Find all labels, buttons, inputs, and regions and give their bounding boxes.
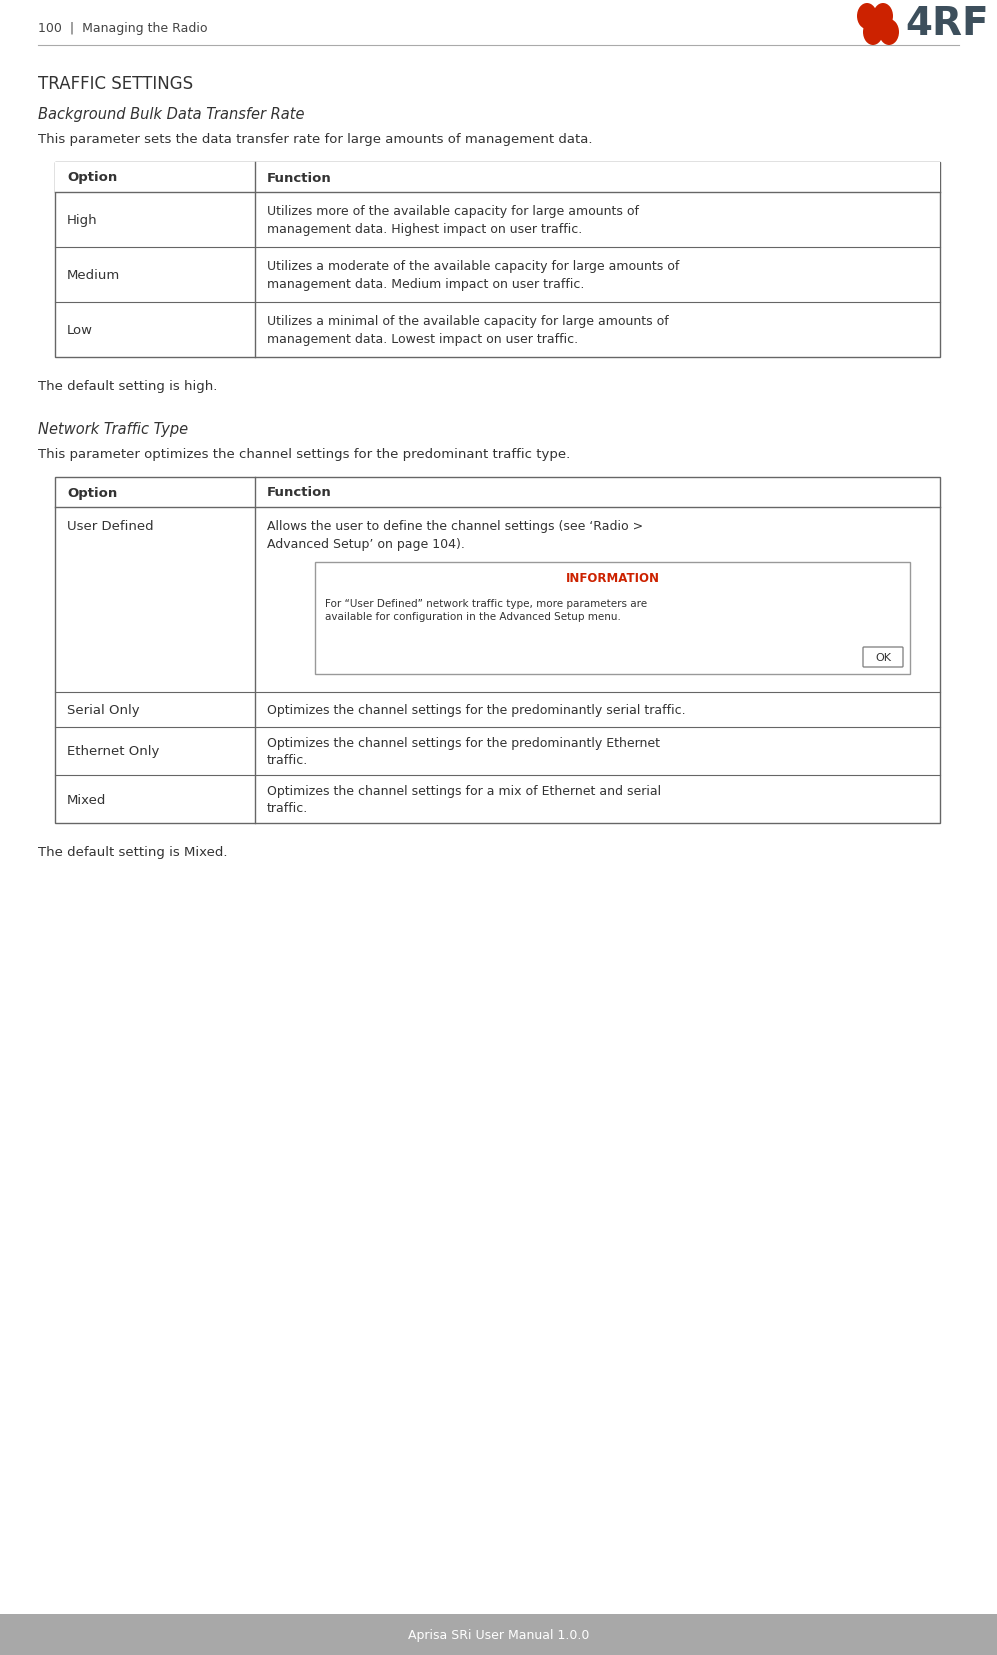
Text: Function: Function	[267, 487, 332, 500]
Text: Utilizes more of the available capacity for large amounts of
management data. Hi: Utilizes more of the available capacity …	[267, 205, 639, 237]
Text: Background Bulk Data Transfer Rate: Background Bulk Data Transfer Rate	[38, 108, 304, 122]
Text: Optimizes the channel settings for the predominantly serial traffic.: Optimizes the channel settings for the p…	[267, 703, 686, 717]
Text: High: High	[67, 213, 98, 227]
Text: This parameter sets the data transfer rate for large amounts of management data.: This parameter sets the data transfer ra…	[38, 132, 592, 146]
Text: 100  |  Managing the Radio: 100 | Managing the Radio	[38, 22, 207, 35]
Text: Mixed: Mixed	[67, 793, 107, 806]
Bar	[315, 563, 910, 675]
Text: Medium: Medium	[67, 268, 121, 281]
Text: User Defined: User Defined	[67, 520, 154, 533]
Text: Function: Function	[267, 172, 332, 184]
Text: Optimizes the channel settings for a mix of Ethernet and serial
traffic.: Optimizes the channel settings for a mix…	[267, 784, 661, 814]
Text: For “User Defined” network traffic type, more parameters are
available for confi: For “User Defined” network traffic type,…	[325, 599, 647, 622]
Ellipse shape	[873, 3, 893, 30]
FancyBboxPatch shape	[863, 647, 903, 667]
Text: The default setting is high.: The default setting is high.	[38, 379, 217, 392]
Ellipse shape	[857, 3, 877, 30]
Text: Network Traffic Type: Network Traffic Type	[38, 422, 188, 437]
Text: 4RF: 4RF	[905, 5, 989, 43]
Text: Aprisa SRi User Manual 1.0.0: Aprisa SRi User Manual 1.0.0	[408, 1629, 589, 1642]
Text: The default setting is Mixed.: The default setting is Mixed.	[38, 846, 227, 859]
Text: Low: Low	[67, 324, 93, 338]
Text: TRAFFIC SETTINGS: TRAFFIC SETTINGS	[38, 74, 193, 93]
Text: This parameter optimizes the channel settings for the predominant traffic type.: This parameter optimizes the channel set…	[38, 449, 570, 460]
Text: Allows the user to define the channel settings (see ‘Radio >
Advanced Setup’ on : Allows the user to define the channel se…	[267, 520, 643, 551]
Text: INFORMATION: INFORMATION	[565, 573, 659, 586]
Bar	[55, 478, 940, 824]
Text: Utilizes a minimal of the available capacity for large amounts of
management dat: Utilizes a minimal of the available capa…	[267, 314, 669, 346]
Text: Option: Option	[67, 172, 118, 184]
Text: Optimizes the channel settings for the predominantly Ethernet
traffic.: Optimizes the channel settings for the p…	[267, 736, 660, 766]
Ellipse shape	[863, 20, 883, 46]
Ellipse shape	[879, 20, 899, 46]
Text: OK: OK	[875, 652, 891, 662]
Bar	[0, 1614, 997, 1655]
Bar	[55, 162, 940, 194]
Bar	[55, 162, 940, 357]
Text: Ethernet Only: Ethernet Only	[67, 745, 160, 758]
Text: Utilizes a moderate of the available capacity for large amounts of
management da: Utilizes a moderate of the available cap…	[267, 260, 679, 291]
Text: Serial Only: Serial Only	[67, 703, 140, 717]
Text: Option: Option	[67, 487, 118, 500]
